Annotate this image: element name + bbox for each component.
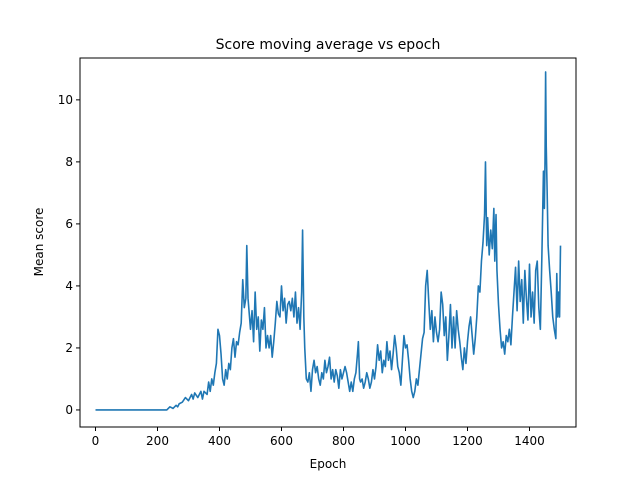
x-tick-label: 800 <box>332 434 355 448</box>
y-tick-label: 2 <box>65 341 73 355</box>
x-tick-label: 0 <box>92 434 100 448</box>
y-tick-label: 6 <box>65 217 73 231</box>
x-tick-label: 400 <box>208 434 231 448</box>
x-axis: 0 200 400 600 800 1000 1200 1400 <box>92 427 545 448</box>
y-tick-label: 10 <box>58 93 73 107</box>
y-axis: 0 2 4 6 8 10 <box>58 93 80 417</box>
y-axis-label: Mean score <box>32 208 46 277</box>
x-axis-label: Epoch <box>310 457 347 471</box>
series-line <box>95 71 562 411</box>
plot-area <box>95 71 562 411</box>
y-tick-label: 0 <box>65 403 73 417</box>
y-tick-label: 4 <box>65 279 73 293</box>
x-tick-label: 1200 <box>452 434 483 448</box>
axes-frame <box>79 57 577 428</box>
x-tick-label: 600 <box>270 434 293 448</box>
chart-title: Score moving average vs epoch <box>216 37 441 53</box>
x-tick-label: 200 <box>146 434 169 448</box>
y-tick-label: 8 <box>65 155 73 169</box>
x-tick-label: 1400 <box>514 434 545 448</box>
x-tick-label: 1000 <box>390 434 421 448</box>
